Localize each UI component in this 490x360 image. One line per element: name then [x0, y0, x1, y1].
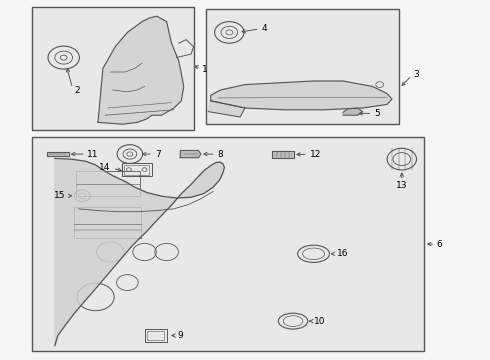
Text: 3: 3 [413, 70, 419, 79]
Text: 14: 14 [99, 163, 111, 172]
Polygon shape [98, 16, 184, 124]
Text: 9: 9 [178, 331, 184, 340]
Polygon shape [47, 152, 69, 156]
Text: 5: 5 [374, 109, 380, 118]
Bar [74, 207, 141, 238]
Bar [122, 163, 152, 176]
Text: 2: 2 [74, 86, 80, 95]
Bar [124, 165, 149, 175]
Text: 10: 10 [314, 317, 325, 325]
Polygon shape [211, 81, 392, 110]
Bar [32, 7, 194, 130]
Polygon shape [55, 158, 224, 346]
Polygon shape [208, 101, 245, 117]
Text: 6: 6 [437, 240, 442, 248]
Bar [147, 331, 164, 340]
Text: 4: 4 [262, 24, 267, 33]
Polygon shape [272, 151, 294, 158]
Text: 16: 16 [337, 249, 348, 258]
Bar [145, 329, 167, 342]
Bar [76, 171, 140, 196]
Polygon shape [343, 108, 363, 115]
Text: 13: 13 [396, 181, 408, 190]
Polygon shape [180, 150, 201, 158]
Text: 11: 11 [87, 150, 98, 158]
Bar [206, 9, 399, 124]
Bar [32, 137, 424, 351]
Text: 8: 8 [218, 150, 223, 158]
Text: 1: 1 [202, 65, 208, 74]
Text: 15: 15 [54, 192, 66, 200]
Text: 12: 12 [310, 150, 321, 159]
Text: 7: 7 [155, 150, 161, 158]
